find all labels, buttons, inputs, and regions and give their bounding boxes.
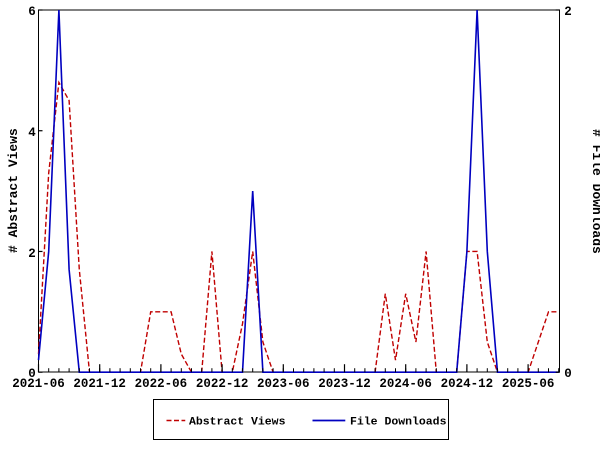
svg-text:Abstract Views: Abstract Views xyxy=(188,415,285,428)
svg-text:File Downloads: File Downloads xyxy=(349,415,446,428)
